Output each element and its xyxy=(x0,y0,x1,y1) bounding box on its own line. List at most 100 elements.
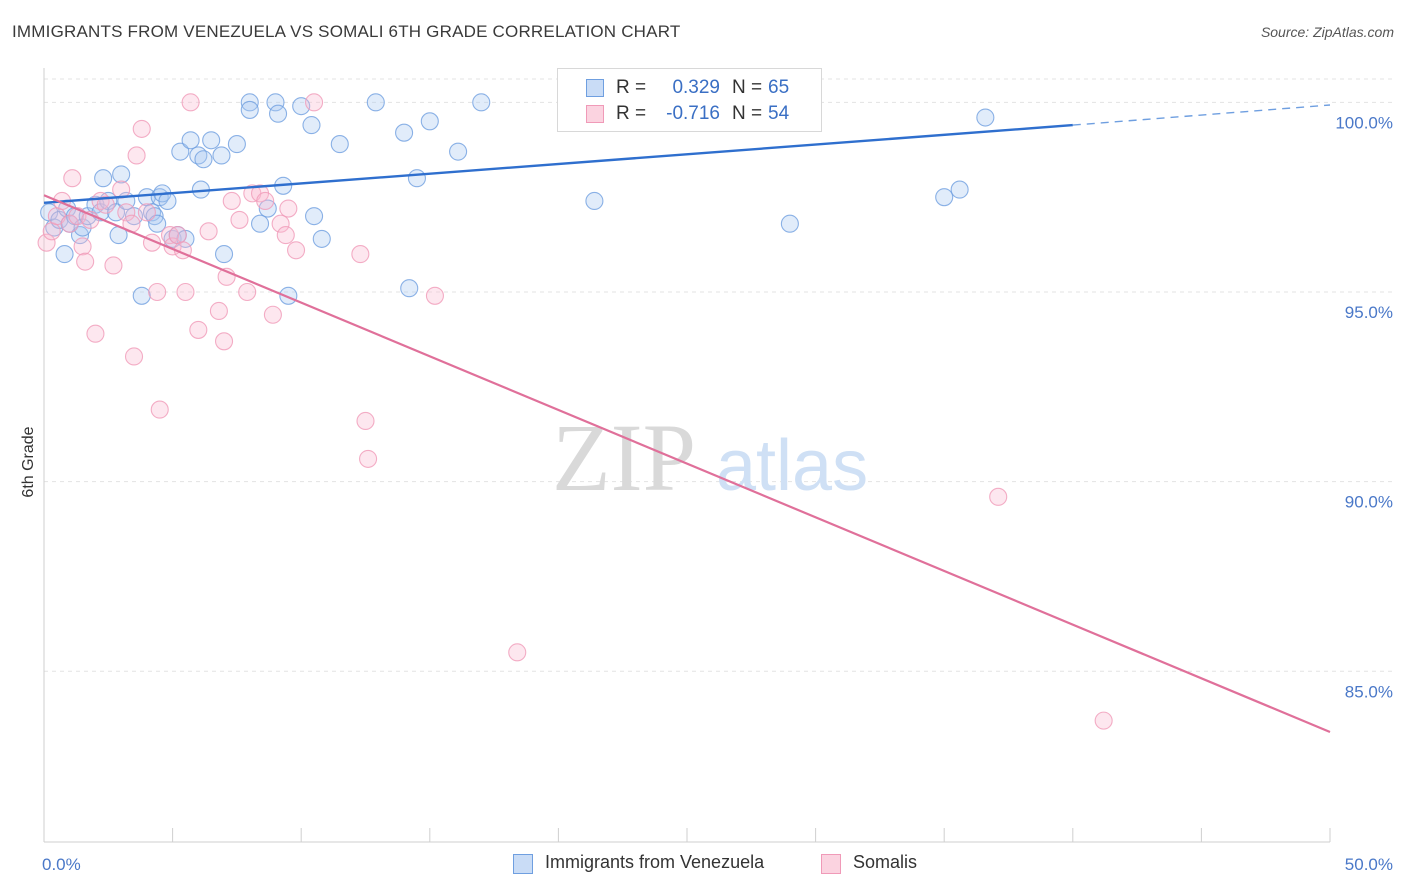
data-point-immigrants-from-venezuela xyxy=(250,214,270,233)
data-point-immigrants-from-venezuela xyxy=(240,100,259,119)
data-point-somalis xyxy=(73,237,92,256)
legend-n-value: 54 xyxy=(768,103,790,124)
data-point-somalis xyxy=(150,400,169,419)
legend-n-value: 65 xyxy=(768,77,790,98)
data-point-immigrants-from-venezuela xyxy=(181,131,200,150)
data-point-immigrants-from-venezuela xyxy=(407,169,426,188)
data-point-immigrants-from-venezuela xyxy=(330,135,349,154)
data-point-somalis xyxy=(127,146,146,165)
data-point-immigrants-from-venezuela xyxy=(240,93,259,112)
data-point-immigrants-from-venezuela xyxy=(214,245,234,264)
data-point-somalis xyxy=(117,203,136,222)
data-point-immigrants-from-venezuela xyxy=(106,203,126,222)
trendline-somalis xyxy=(43,194,1331,734)
data-point-somalis xyxy=(104,256,123,275)
data-point-somalis xyxy=(305,93,324,112)
data-point-immigrants-from-venezuela xyxy=(366,93,385,112)
x-tick-label-min: 0.0% xyxy=(42,855,81,874)
data-point-somalis xyxy=(199,222,218,241)
data-point-somalis xyxy=(189,320,208,339)
legend-swatch-venezuela xyxy=(586,79,604,97)
data-point-immigrants-from-venezuela xyxy=(449,142,468,161)
data-point-somalis xyxy=(63,169,82,188)
data-point-somalis xyxy=(176,282,195,302)
bottom-legend-label-somalis: Somalis xyxy=(853,852,918,872)
data-point-somalis xyxy=(230,210,249,229)
data-point-immigrants-from-venezuela xyxy=(132,286,151,305)
data-point-somalis xyxy=(238,282,257,302)
data-point-immigrants-from-venezuela xyxy=(148,214,167,233)
x-tick-label-max: 50.0% xyxy=(1345,855,1393,874)
data-point-somalis xyxy=(148,282,167,302)
data-point-immigrants-from-venezuela xyxy=(112,165,131,184)
data-point-somalis xyxy=(356,411,375,431)
data-point-somalis xyxy=(989,487,1008,506)
watermark-atlas: atlas xyxy=(716,426,868,506)
data-point-immigrants-from-venezuela xyxy=(585,191,604,211)
data-point-somalis xyxy=(1094,711,1113,730)
data-point-somalis xyxy=(60,214,79,233)
data-point-somalis xyxy=(263,305,282,324)
data-point-immigrants-from-venezuela xyxy=(400,279,419,298)
y-tick-label: 100.0% xyxy=(1335,113,1393,132)
chart-title: IMMIGRANTS FROM VENEZUELA VS SOMALI 6TH … xyxy=(12,22,681,41)
bottom-legend-swatch-venezuela xyxy=(513,854,533,874)
data-point-immigrants-from-venezuela xyxy=(266,93,285,112)
data-point-immigrants-from-venezuela xyxy=(194,150,213,169)
legend-r-label: R = xyxy=(616,77,647,98)
data-point-immigrants-from-venezuela xyxy=(935,188,954,207)
grid-layer xyxy=(44,78,1395,672)
data-point-somalis xyxy=(42,222,61,241)
y-tick-label: 95.0% xyxy=(1345,303,1393,322)
data-point-somalis xyxy=(168,226,187,245)
legend-r-value: 0.329 xyxy=(672,77,720,98)
points-layer xyxy=(37,93,1113,730)
y-axis-label: 6th Grade xyxy=(20,426,37,497)
data-point-immigrants-from-venezuela xyxy=(976,108,995,127)
data-point-somalis xyxy=(86,324,105,343)
data-point-immigrants-from-venezuela xyxy=(171,142,190,161)
data-point-immigrants-from-venezuela xyxy=(780,214,799,233)
data-point-somalis xyxy=(214,332,234,351)
data-point-immigrants-from-venezuela xyxy=(269,104,288,123)
data-point-somalis xyxy=(271,214,290,233)
legend-swatch-somalis xyxy=(586,105,604,123)
data-point-immigrants-from-venezuela xyxy=(55,245,74,264)
y-tick-label: 85.0% xyxy=(1345,682,1393,701)
data-point-somalis xyxy=(222,191,241,211)
data-point-somalis xyxy=(124,347,144,366)
data-point-immigrants-from-venezuela xyxy=(227,135,246,154)
data-point-somalis xyxy=(132,119,151,138)
data-point-immigrants-from-venezuela xyxy=(312,229,331,248)
y-tick-label: 90.0% xyxy=(1345,493,1393,512)
legend-n-label: N = xyxy=(732,103,763,124)
bottom-legend-label-venezuela: Immigrants from Venezuela xyxy=(545,852,765,872)
data-point-somalis xyxy=(359,449,378,468)
data-point-immigrants-from-venezuela xyxy=(212,146,231,165)
data-point-somalis xyxy=(287,241,306,260)
data-point-somalis xyxy=(76,252,95,271)
data-point-immigrants-from-venezuela xyxy=(94,169,113,188)
data-point-immigrants-from-venezuela xyxy=(472,93,491,112)
source-attribution: Source: ZipAtlas.com xyxy=(1260,24,1394,40)
data-point-immigrants-from-venezuela xyxy=(420,112,439,131)
data-point-somalis xyxy=(256,191,275,211)
data-point-immigrants-from-venezuela xyxy=(395,123,414,142)
legend-r-label: R = xyxy=(616,103,647,124)
data-point-somalis xyxy=(279,199,298,218)
legend-row-somalis: R = -0.716 N = 54 xyxy=(558,101,821,127)
data-point-somalis xyxy=(508,643,527,662)
legend-n-label: N = xyxy=(732,77,763,98)
data-point-somalis xyxy=(351,245,370,264)
data-point-immigrants-from-venezuela xyxy=(302,116,321,135)
data-point-somalis xyxy=(37,233,56,252)
trendline-venezuela xyxy=(43,123,1073,205)
data-point-somalis xyxy=(160,226,180,245)
bottom-legend-swatch-somalis xyxy=(821,854,841,874)
axis-layer: 85.0% 90.0% 95.0% 100.0% 0.0% 50.0% xyxy=(42,68,1393,874)
legend-row-venezuela: R = 0.329 N = 65 xyxy=(558,75,821,101)
data-point-immigrants-from-venezuela xyxy=(202,131,221,150)
data-point-somalis xyxy=(96,195,115,214)
data-point-somalis xyxy=(276,226,295,245)
